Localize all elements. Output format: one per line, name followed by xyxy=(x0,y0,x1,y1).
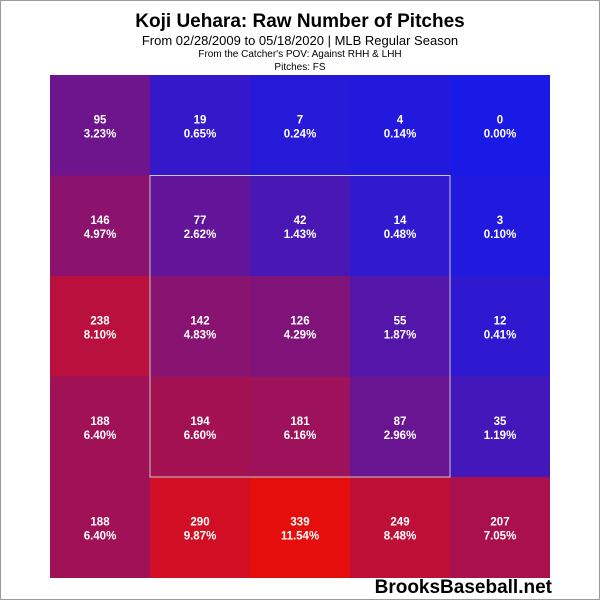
heatmap-cell-r5-c2 xyxy=(150,477,250,578)
heatmap-cell-r1-c3 xyxy=(250,75,350,176)
cell-percent-r3-c1: 8.10% xyxy=(84,329,117,341)
cell-count-r4-c4: 87 xyxy=(394,416,407,428)
cell-count-r2-c5: 3 xyxy=(497,215,503,227)
heatmap-cell-r3-c1 xyxy=(50,276,150,377)
cell-count-r5-c4: 249 xyxy=(390,516,409,528)
cell-percent-r4-c2: 6.60% xyxy=(184,430,217,442)
cell-count-r1-c3: 7 xyxy=(297,114,303,126)
cell-percent-r5-c5: 7.05% xyxy=(484,530,517,542)
heatmap-cell-r4-c1 xyxy=(50,376,150,478)
chart-title: Koji Uehara: Raw Number of Pitches xyxy=(135,11,465,32)
cell-count-r3-c1: 238 xyxy=(90,315,110,327)
cell-count-r3-c5: 12 xyxy=(494,315,507,327)
cell-count-r1-c1: 95 xyxy=(94,114,107,126)
heatmap-cell-r1-c2 xyxy=(150,75,250,176)
cell-percent-r2-c5: 0.10% xyxy=(484,229,517,241)
pov-note: From the Catcher's POV: Against RHH & LH… xyxy=(198,49,402,60)
cell-count-r3-c2: 142 xyxy=(190,315,209,327)
heatmap-cell-r4-c5 xyxy=(450,376,550,478)
cell-count-r1-c5: 0 xyxy=(497,114,503,126)
cell-percent-r3-c4: 1.87% xyxy=(384,329,417,341)
cell-percent-r1-c4: 0.14% xyxy=(384,128,417,140)
watermark: BrooksBaseball.net xyxy=(374,577,552,598)
cell-percent-r1-c1: 3.23% xyxy=(84,128,117,140)
cell-percent-r5-c1: 6.40% xyxy=(84,530,117,542)
heatmap-cell-r2-c4 xyxy=(350,175,450,277)
cell-percent-r3-c3: 4.29% xyxy=(284,329,317,341)
cell-count-r4-c5: 35 xyxy=(494,416,507,428)
cell-percent-r4-c4: 2.96% xyxy=(384,430,417,442)
cell-count-r3-c3: 126 xyxy=(290,315,309,327)
chart-subtitle: From 02/28/2009 to 05/18/2020 | MLB Regu… xyxy=(141,33,459,48)
cell-count-r5-c2: 290 xyxy=(190,516,209,528)
cell-count-r4-c1: 188 xyxy=(90,416,110,428)
cell-percent-r5-c2: 9.87% xyxy=(184,530,217,542)
heatmap-cell-r3-c2 xyxy=(150,276,250,377)
heatmap-cell-r5-c1 xyxy=(50,477,150,578)
cell-percent-r1-c5: 0.00% xyxy=(484,128,517,140)
strike-zone-outline xyxy=(149,175,451,478)
heatmap-cell-r1-c1 xyxy=(50,75,150,176)
cell-count-r2-c4: 14 xyxy=(394,215,407,227)
cell-count-r5-c5: 207 xyxy=(490,516,509,528)
cell-percent-r4-c3: 6.16% xyxy=(284,430,317,442)
cell-percent-r2-c4: 0.48% xyxy=(384,229,417,241)
cell-count-r4-c3: 181 xyxy=(290,416,310,428)
cell-percent-r2-c1: 4.97% xyxy=(84,229,117,241)
cell-percent-r3-c5: 0.41% xyxy=(484,329,517,341)
heatmap-cell-r2-c2 xyxy=(150,175,250,277)
cell-count-r5-c3: 339 xyxy=(290,516,309,528)
cell-count-r2-c1: 146 xyxy=(90,215,109,227)
heatmap-cell-r5-c4 xyxy=(350,477,450,578)
cell-count-r2-c2: 77 xyxy=(194,215,207,227)
heatmap-cell-r1-c5 xyxy=(450,75,550,176)
cell-percent-r3-c2: 4.83% xyxy=(184,329,217,341)
heatmap-cell-r3-c5 xyxy=(450,276,550,377)
heatmap-cell-r4-c2 xyxy=(150,376,250,478)
cell-percent-r2-c2: 2.62% xyxy=(184,229,217,241)
cell-count-r2-c3: 42 xyxy=(294,215,307,227)
cell-count-r4-c2: 194 xyxy=(190,416,210,428)
heatmap-cell-r1-c4 xyxy=(350,75,450,176)
heatmap-cell-r4-c4 xyxy=(350,376,450,478)
cell-percent-r5-c3: 11.54% xyxy=(281,530,319,542)
cell-count-r3-c4: 55 xyxy=(394,315,407,327)
cell-percent-r5-c4: 8.48% xyxy=(384,530,417,542)
cell-percent-r2-c3: 1.43% xyxy=(284,229,317,241)
cell-percent-r4-c5: 1.19% xyxy=(484,430,517,442)
cell-count-r5-c1: 188 xyxy=(90,516,110,528)
heatmap-cell-r4-c3 xyxy=(250,376,350,478)
heatmap-cell-r3-c3 xyxy=(250,276,350,377)
cell-percent-r1-c2: 0.65% xyxy=(184,128,217,140)
pitch-type-note: Pitches: FS xyxy=(274,62,326,73)
cell-count-r1-c4: 4 xyxy=(397,114,404,126)
cell-percent-r4-c1: 6.40% xyxy=(84,430,117,442)
heatmap-cell-r2-c5 xyxy=(450,175,550,277)
heatmap-cell-r2-c1 xyxy=(50,175,150,277)
heatmap-cell-r2-c3 xyxy=(250,175,350,277)
heatmap-cell-r5-c5 xyxy=(450,477,550,578)
cell-percent-r1-c3: 0.24% xyxy=(284,128,317,140)
heatmap-cell-r3-c4 xyxy=(350,276,450,377)
cell-count-r1-c2: 19 xyxy=(194,114,207,126)
heatmap-cell-r5-c3 xyxy=(250,477,350,578)
